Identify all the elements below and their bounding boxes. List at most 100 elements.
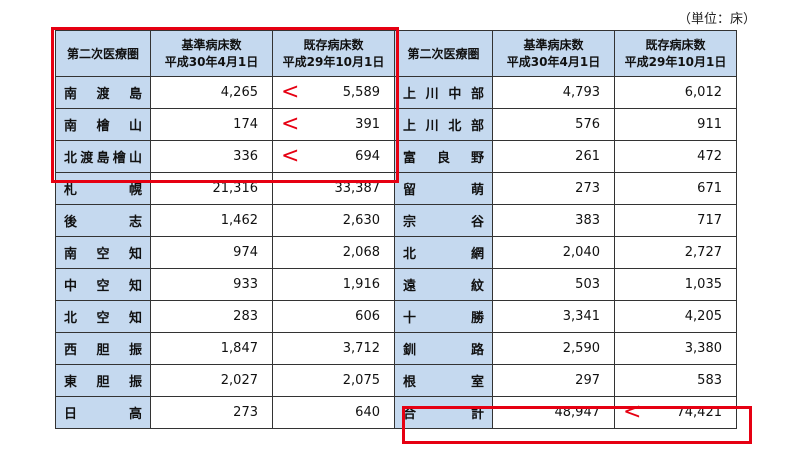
existing-beds-left: <5,589 [272, 76, 395, 109]
standard-beds-left: 1,462 [150, 204, 273, 237]
existing-beds-right: 911 [614, 108, 737, 141]
standard-beds-right: 383 [492, 204, 615, 237]
standard-beds-right-value: 273 [575, 181, 600, 196]
existing-beds-left-value: 33,387 [334, 181, 381, 196]
area-name-left: 札幌 [55, 172, 151, 205]
existing-beds-left-value: 2,630 [342, 213, 380, 228]
table-row: 南渡島 4,265 <5,589 上川中部 4,793 6,012 [55, 76, 737, 109]
existing-beds-left-value: 2,068 [342, 245, 380, 260]
unit-label: （単位：床） [677, 12, 756, 27]
header-standard-date: 平成30年4月1日 [506, 54, 601, 69]
standard-beds-left-value: 21,316 [212, 181, 259, 196]
area-name-right-value: 留萌 [403, 183, 484, 198]
less-than-mark: < [281, 110, 300, 136]
existing-beds-right: 717 [614, 204, 737, 237]
area-name-right: 遠紋 [394, 268, 493, 301]
area-name-right: 北網 [394, 236, 493, 269]
header-existing-right: 既存病床数 平成29年10月1日 [614, 30, 737, 77]
header-row: 第二次医療圏 基準病床数 平成30年4月1日 既存病床数 平成29年10月1日 … [55, 30, 737, 77]
standard-beds-left: 4,265 [150, 76, 273, 109]
header-existing-title: 既存病床数 [303, 37, 364, 52]
existing-beds-right: <74,421 [614, 396, 737, 429]
table-row: 後志 1,462 2,630 宗谷 383 717 [55, 204, 737, 237]
existing-beds-left: 2,068 [272, 236, 395, 269]
area-name-right-value: 遠紋 [403, 279, 484, 294]
area-name-left: 北渡島檜山 [55, 140, 151, 173]
area-name-right: 宗谷 [394, 204, 493, 237]
existing-beds-left: 2,630 [272, 204, 395, 237]
standard-beds-left-value: 933 [233, 277, 258, 292]
existing-beds-right: 472 [614, 140, 737, 173]
header-area-left: 第二次医療圏 [55, 30, 151, 77]
standard-beds-right-value: 261 [575, 149, 600, 164]
area-name-left-value: 南檜山 [64, 119, 142, 134]
existing-beds-left: 640 [272, 396, 395, 429]
standard-beds-right-value: 576 [575, 117, 600, 132]
standard-beds-left-value: 1,847 [220, 341, 258, 356]
area-name-left-value: 日高 [64, 407, 142, 422]
header-standard-title: 基準病床数 [181, 37, 242, 52]
existing-beds-right: 1,035 [614, 268, 737, 301]
header-existing-left: 既存病床数 平成29年10月1日 [272, 30, 395, 77]
standard-beds-right-value: 3,341 [562, 309, 600, 324]
existing-beds-right: 583 [614, 364, 737, 397]
table-row: 北渡島檜山 336 <694 富良野 261 472 [55, 140, 737, 173]
area-name-right: 留萌 [394, 172, 493, 205]
area-name-right-value: 上川中部 [403, 87, 484, 102]
area-name-left-value: 後志 [64, 215, 142, 230]
table-row: 日高 273 640 合計 48,947 <74,421 [55, 396, 737, 429]
area-name-right-value: 釧路 [403, 343, 484, 358]
existing-beds-left-value: 694 [355, 149, 380, 164]
header-area-right: 第二次医療圏 [394, 30, 493, 77]
standard-beds-left: 933 [150, 268, 273, 301]
existing-beds-left: <391 [272, 108, 395, 141]
standard-beds-right: 2,040 [492, 236, 615, 269]
area-name-left-value: 札幌 [64, 183, 142, 198]
area-name-right: 上川北部 [394, 108, 493, 141]
existing-beds-right-value: 1,035 [684, 277, 722, 292]
area-name-left-value: 西胆振 [64, 343, 142, 358]
existing-beds-right-value: 717 [697, 213, 722, 228]
existing-beds-left-value: 5,589 [342, 85, 380, 100]
existing-beds-right-value: 3,380 [684, 341, 722, 356]
area-name-right: 合計 [394, 396, 493, 429]
area-name-left: 南空知 [55, 236, 151, 269]
table-row: 東胆振 2,027 2,075 根室 297 583 [55, 364, 737, 397]
standard-beds-right-value: 297 [575, 373, 600, 388]
area-name-right: 十勝 [394, 300, 493, 333]
header-standard-title: 基準病床数 [523, 37, 584, 52]
header-standard-left: 基準病床数 平成30年4月1日 [150, 30, 273, 77]
area-name-right: 根室 [394, 364, 493, 397]
area-name-right-value: 十勝 [403, 311, 484, 326]
existing-beds-left: 2,075 [272, 364, 395, 397]
standard-beds-right: 261 [492, 140, 615, 173]
existing-beds-right-value: 4,205 [684, 309, 722, 324]
standard-beds-left-value: 974 [233, 245, 258, 260]
existing-beds-right-value: 911 [697, 117, 722, 132]
existing-beds-left-value: 2,075 [342, 373, 380, 388]
existing-beds-right-value: 74,421 [676, 405, 723, 420]
standard-beds-left: 2,027 [150, 364, 273, 397]
area-name-left: 北空知 [55, 300, 151, 333]
standard-beds-left-value: 174 [233, 117, 258, 132]
existing-beds-left-value: 391 [355, 117, 380, 132]
standard-beds-left-value: 2,027 [220, 373, 258, 388]
area-name-left: 南檜山 [55, 108, 151, 141]
area-name-right-value: 北網 [403, 247, 484, 262]
header-existing-title: 既存病床数 [645, 37, 706, 52]
area-name-left: 東胆振 [55, 364, 151, 397]
existing-beds-left: 33,387 [272, 172, 395, 205]
standard-beds-left-value: 273 [233, 405, 258, 420]
standard-beds-right-value: 383 [575, 213, 600, 228]
standard-beds-right: 4,793 [492, 76, 615, 109]
existing-beds-right: 671 [614, 172, 737, 205]
standard-beds-right: 503 [492, 268, 615, 301]
area-name-right-value: 上川北部 [403, 119, 484, 134]
area-name-left: 後志 [55, 204, 151, 237]
area-name-left: 西胆振 [55, 332, 151, 365]
existing-beds-right: 2,727 [614, 236, 737, 269]
area-name-right-value: 根室 [403, 375, 484, 390]
standard-beds-right: 297 [492, 364, 615, 397]
existing-beds-right: 3,380 [614, 332, 737, 365]
area-name-right: 富良野 [394, 140, 493, 173]
